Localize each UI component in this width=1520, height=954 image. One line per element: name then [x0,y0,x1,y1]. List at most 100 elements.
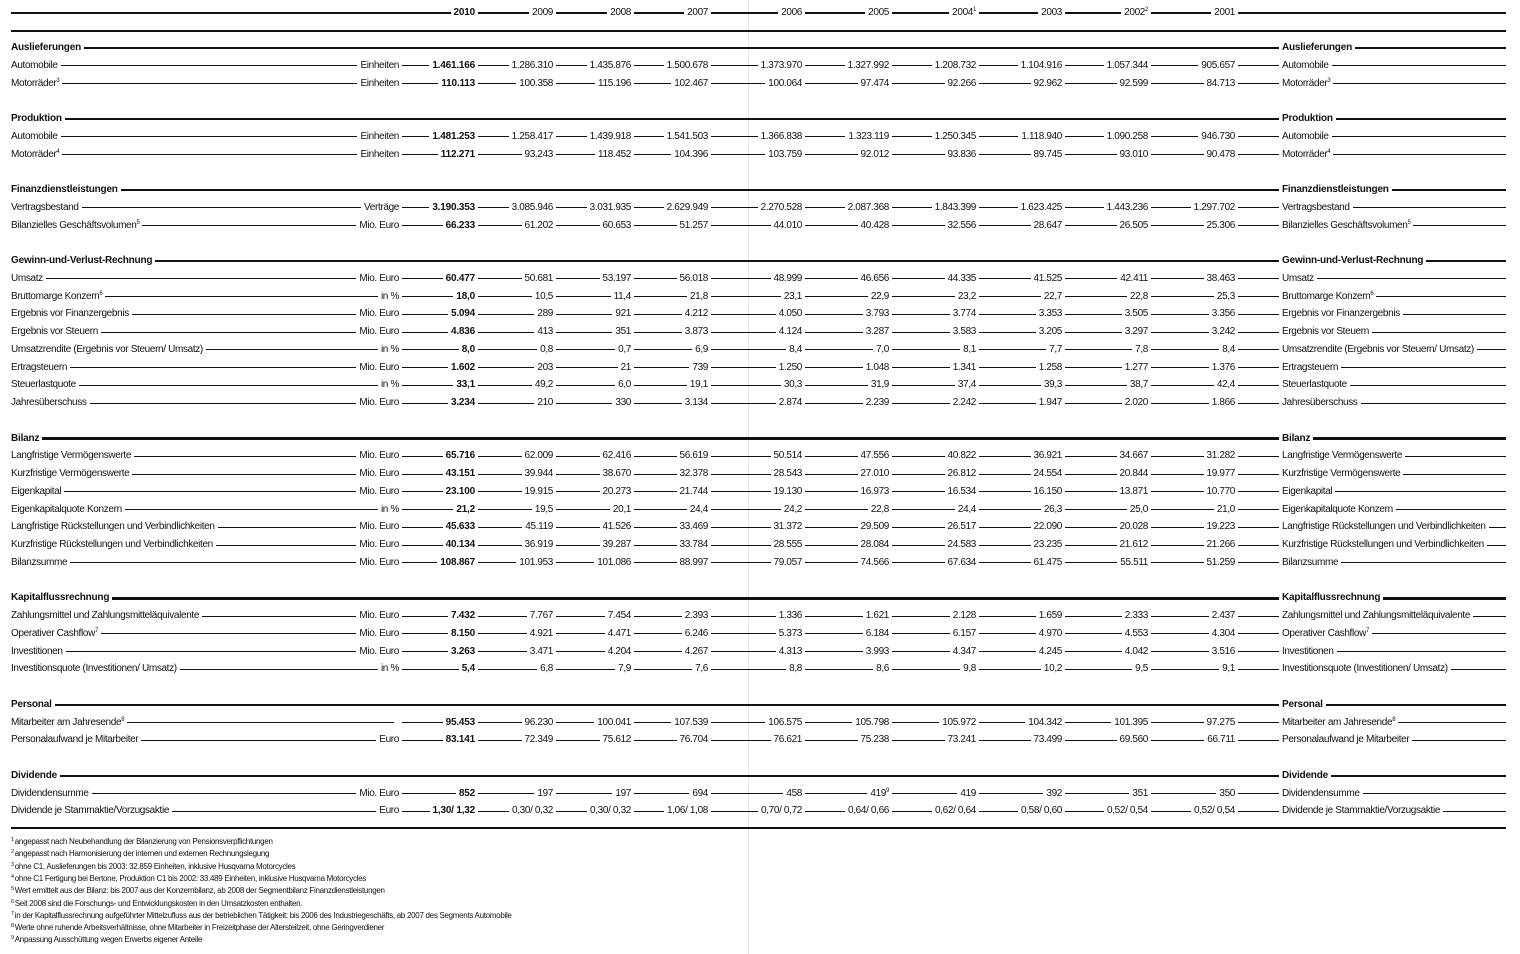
value-2009: 10,5 [531,289,556,304]
row-label-right: Ergebnis vor Steuern [1279,325,1372,339]
value-2010: 5.094 [447,307,478,322]
section-title-text: Dividende [11,769,57,781]
row-unit: Mio. Euro [356,307,402,322]
value-2004-text: 16.534 [947,485,977,497]
value-2009-text: 413 [537,326,553,337]
value-2003: 1.118.940 [1018,129,1065,144]
row-leader-line [11,367,1506,368]
value-2002-text: 1.277 [1124,361,1149,373]
value-2009: 3.085.946 [508,200,556,215]
year-header-2001-text: 2001 [1214,7,1235,18]
value-2005-text: 46.656 [860,272,890,284]
value-2007-text: 88.997 [679,556,709,568]
row-label-right-text: Zahlungsmittel und Zahlungsmitteläquival… [1282,610,1471,621]
value-2003: 16.150 [1030,484,1065,499]
row-label-right-text: Investitionsquote (Investitionen/ Umsatz… [1282,663,1448,675]
value-2007-text: 24,4 [689,503,708,515]
section-title-right-text: Personal [1282,698,1323,710]
value-2001-text: 51.259 [1206,556,1236,568]
value-2006: 76.621 [770,733,805,748]
value-2007: 104.396 [671,147,711,162]
value-2010-text: 21,2 [456,503,475,515]
value-2008: 7.454 [604,609,634,623]
section-title-right: Kapitalflussrechnung [1279,591,1384,606]
section-rule [11,703,1506,706]
section-title-right-text: Auslieferungen [1282,42,1352,53]
value-2009: 100.358 [516,76,556,91]
value-2008-text: 1.439.918 [589,130,632,142]
value-2008-text: 21 [620,361,632,373]
value-2001: 1.297.702 [1190,200,1238,215]
row-leader-line [11,509,1506,510]
value-2006: 4.124 [775,325,805,339]
value-2007: 7,6 [692,662,711,677]
value-2010: 112.271 [437,147,478,162]
value-2010-text: 5,4 [461,663,476,675]
row-label: Zahlungsmittel und Zahlungsmitteläquival… [11,609,203,623]
value-2007: 33.469 [676,520,711,535]
value-2002-text: 42.411 [1120,272,1148,284]
value-2010: 45.633 [442,520,478,535]
value-2009: 50.681 [521,271,556,286]
row-label-right: Dividendensumme [1279,786,1363,801]
row-unit: Euro [376,804,402,819]
value-2002: 13.871 [1116,484,1151,499]
value-2003-text: 61.475 [1033,556,1063,568]
footnote-marker: 7 [1365,627,1369,634]
value-2001: 1.376 [1208,360,1238,375]
row-label: Eigenkapitalquote Konzern [11,502,125,517]
value-2002-text: 20.028 [1119,521,1149,533]
value-2003: 1.659 [1035,609,1065,623]
row-unit: Mio. Euro [356,538,402,552]
value-2006: 4.313 [775,644,805,659]
value-2006-text: 28.555 [773,539,803,550]
value-2007-text: 1,06/ 1,08 [667,805,708,817]
value-2002: 101.395 [1111,715,1151,730]
value-2010: 1,30/ 1,32 [429,804,478,819]
value-2003-text: 392 [1046,787,1062,799]
value-2001-text: 31.282 [1206,450,1236,462]
value-2006: 100.064 [765,76,805,91]
value-2007: 51.257 [676,218,711,233]
value-2002-text: 34.667 [1119,450,1149,462]
year-header-2010: 2010 [450,6,478,20]
value-2009-text: 100.358 [519,77,553,89]
value-2005-text: 1.621 [865,610,890,621]
value-2008: 115.196 [595,76,634,91]
value-2001-text: 8,4 [1222,343,1235,355]
value-2006-text: 103.759 [768,148,802,160]
value-2006: 48.999 [770,271,805,286]
row-label-text: Eigenkapital [11,485,62,497]
value-2009-text: 50.681 [524,272,554,284]
value-2004: 92.266 [944,76,979,91]
value-2005-text: 105.798 [855,716,889,728]
value-2005: 47.556 [857,449,892,464]
value-2001-text: 84.713 [1206,77,1236,89]
value-2007-text: 4.212 [684,308,709,320]
row-unit: Mio. Euro [356,555,402,570]
value-2004: 44.335 [944,271,979,286]
value-2004: 0,62/ 0,64 [932,804,979,819]
value-2009-text: 289 [537,308,553,320]
footnote-number: 3 [11,861,14,868]
value-2002: 42.411 [1117,271,1151,286]
value-2007: 2.629.949 [663,200,711,215]
value-2004-text: 1.843.399 [934,201,977,213]
row-unit-text: Einheiten [360,59,399,71]
row-label-right: Personalaufwand je Mitarbeiter [1279,733,1413,748]
row-unit-text: Euro [379,734,399,746]
row-label-text: Dividende je Stammaktie/Vorzugsaktie [11,805,170,817]
value-2006-text: 2.874 [778,397,803,408]
row-label-right-text: Langfristige Rückstellungen und Verbindl… [1282,521,1486,533]
value-2001-text: 19.223 [1206,521,1236,533]
value-2009: 101.953 [516,555,556,570]
value-2006-text: 28.543 [773,468,803,479]
value-2003-text: 24.554 [1033,468,1063,479]
row-label-right: Kurzfristige Vermögenswerte [1279,467,1404,481]
value-2008: 20.273 [599,484,634,499]
value-2001: 946.730 [1198,129,1238,144]
value-2001: 0,52/ 0,54 [1191,804,1238,819]
row-leader-line [11,793,1506,794]
value-2002: 4.042 [1121,644,1151,659]
section-title: Dividende [11,768,60,783]
